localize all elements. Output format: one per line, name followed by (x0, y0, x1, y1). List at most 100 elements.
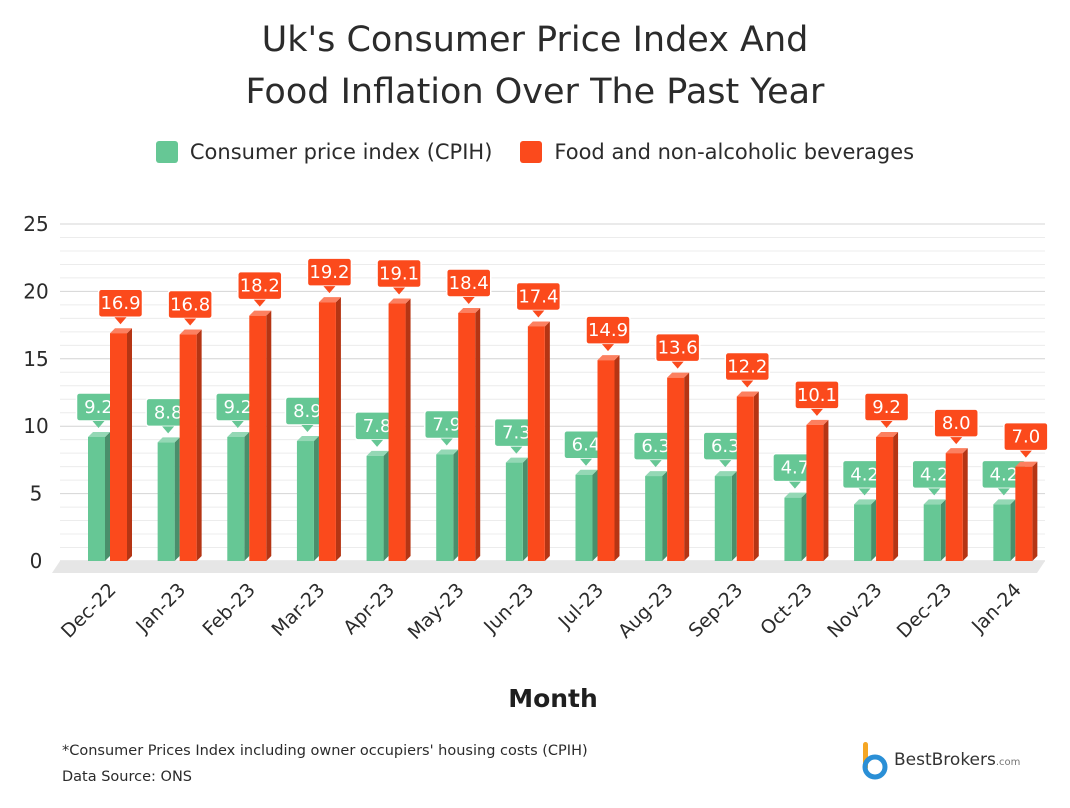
data-label-pointer (301, 425, 314, 433)
data-label-food: 19.1 (376, 258, 422, 295)
legend-swatch-food (520, 141, 543, 163)
bar-cpih (923, 504, 941, 561)
x-tick-label: Dec-23 (893, 579, 957, 643)
data-label-text: 7.0 (1012, 427, 1041, 448)
bar-side (592, 469, 598, 561)
data-label-text: 8.8 (154, 402, 183, 423)
y-tick-label: 20 (23, 279, 48, 303)
data-label-text: 8.0 (942, 413, 971, 434)
bestbrokers-logo-icon (862, 742, 888, 780)
data-label-pointer (810, 408, 823, 416)
bar-top (923, 499, 946, 505)
x-tick-label: Feb-23 (199, 579, 260, 640)
chart-title-line-1: Uk's Consumer Price Index And (261, 20, 809, 60)
bar-food (876, 436, 894, 561)
y-tick-label: 0 (30, 549, 43, 573)
data-label-text: 7.9 (432, 415, 461, 436)
data-label-pointer (741, 380, 754, 388)
bar-side (871, 499, 877, 561)
bar-side (313, 436, 319, 561)
bar-side (962, 448, 968, 561)
bar-food (667, 377, 685, 561)
bar-food (110, 333, 127, 561)
data-label-text: 19.2 (309, 262, 349, 283)
data-label-pointer (114, 317, 127, 325)
data-label-text: 9.2 (84, 397, 113, 418)
bar-side (475, 307, 481, 561)
data-label-text: 7.8 (363, 416, 392, 437)
data-label-pointer (649, 460, 662, 468)
legend-item-food[interactable]: Food and non-alcoholic beverages (520, 140, 914, 164)
data-label-pointer (532, 310, 545, 318)
data-label-pointer (928, 488, 941, 496)
data-label-text: 4.2 (990, 464, 1019, 485)
bar-top (227, 431, 250, 437)
y-tick-label: 25 (23, 212, 48, 236)
x-tick-label: Jul-23 (554, 579, 608, 633)
bar-side (105, 431, 110, 561)
x-tick-label: Nov-23 (823, 579, 886, 642)
bar-side (1032, 461, 1038, 561)
data-label-pointer (1019, 450, 1032, 458)
data-label-pointer (510, 446, 523, 454)
data-label-text: 9.2 (223, 397, 252, 418)
bar-side (940, 499, 946, 561)
data-label-pointer (393, 287, 406, 295)
bestbrokers-logo[interactable]: BestBrokers.com (860, 740, 1020, 780)
bar-top (505, 457, 528, 463)
bar-top (1015, 461, 1038, 467)
bar-food (527, 326, 545, 561)
bar-top (179, 329, 202, 335)
y-tick-label: 10 (23, 414, 48, 438)
legend-item-cpih[interactable]: Consumer price index (CPIH) (155, 140, 492, 164)
bar-top (527, 321, 550, 327)
data-label-text: 14.9 (588, 320, 628, 341)
bar-food (736, 396, 754, 561)
bar-top (436, 449, 459, 455)
bar-food (179, 334, 197, 561)
data-label-food: 16.9 (97, 288, 144, 325)
data-label-text: 19.1 (379, 264, 419, 285)
data-label-pointer (880, 420, 893, 428)
bar-top (645, 471, 668, 477)
bar-side (196, 329, 202, 561)
bar-side (893, 431, 899, 561)
bar-top (876, 431, 899, 437)
data-label-food: 12.2 (724, 351, 771, 388)
data-label-text: 17.4 (518, 286, 558, 307)
bar-food (597, 360, 615, 561)
bar-side (614, 355, 620, 561)
x-tick-label: Jan-23 (131, 579, 190, 638)
bar-cpih (714, 476, 732, 561)
chart-title-line-2: Food Inflation Over The Past Year (245, 72, 825, 112)
data-label-food: 13.6 (654, 332, 701, 369)
bar-food (945, 453, 963, 561)
data-label-pointer (92, 420, 105, 428)
bar-cpih (993, 504, 1011, 561)
data-label-pointer (602, 344, 614, 352)
data-label-cpih: 7.8 (354, 411, 400, 447)
y-tick-label: 15 (23, 347, 48, 371)
data-label-text: 16.8 (170, 295, 210, 316)
bar-top (110, 328, 132, 334)
data-label-text: 7.3 (502, 423, 531, 444)
data-label-pointer (184, 318, 197, 326)
data-label-text: 4.2 (920, 464, 949, 485)
chart-title: Uk's Consumer Price Index And Food Infla… (0, 14, 1070, 118)
bar-cpih (505, 462, 523, 561)
data-label-text: 4.2 (850, 464, 879, 485)
data-label-cpih: 6.4 (563, 429, 609, 466)
x-tick-label: Jun-23 (479, 579, 538, 638)
bar-food (1015, 466, 1033, 561)
data-label-cpih: 8.8 (145, 397, 191, 434)
chart-floor (52, 561, 1045, 573)
bar-side (1010, 499, 1016, 561)
data-label-cpih: 7.3 (493, 417, 540, 454)
bar-top (366, 450, 389, 456)
bar-side (801, 492, 807, 561)
data-label-text: 6.4 (572, 435, 601, 456)
bar-top (806, 419, 829, 425)
data-label-pointer (231, 420, 244, 428)
data-label-food: 10.1 (794, 380, 840, 416)
